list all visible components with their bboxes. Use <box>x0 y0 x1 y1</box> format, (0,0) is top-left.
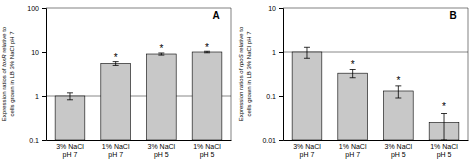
y-tick: 0.1 <box>29 137 46 144</box>
panel-label: A <box>213 10 220 21</box>
tick-label: 0.1 <box>266 93 276 100</box>
tick-label: 1% NaClpH 7 <box>339 143 367 159</box>
error-bar <box>67 93 73 100</box>
tick-label: 3% NaClpH 7 <box>293 143 321 159</box>
error-bar <box>304 47 310 58</box>
y-axis-title: Expression ratios of toxR relative tocel… <box>1 26 15 121</box>
x-tick: 1% NaClpH 5 <box>193 143 221 159</box>
bar <box>55 96 85 140</box>
tick-label: 3% NaClpH 7 <box>56 143 84 159</box>
tick-label: 10 <box>268 5 276 12</box>
bar <box>338 73 368 140</box>
star-annotation: * <box>351 59 355 70</box>
x-tick: 3% NaClpH 7 <box>56 143 84 159</box>
axis-line <box>42 9 47 141</box>
frame <box>46 8 231 140</box>
panel-label: B <box>450 10 457 21</box>
tick-label: 1 <box>272 49 276 56</box>
tick-label: 0.01 <box>262 137 276 144</box>
star-annotation: * <box>205 42 209 53</box>
error-bar <box>441 114 447 140</box>
tick-mark <box>42 96 46 97</box>
tick-mark <box>42 8 46 9</box>
tick-label: 1% NaClpH 5 <box>430 143 458 159</box>
tick-mark <box>279 96 283 97</box>
tick-label: 3% NaClpH 5 <box>385 143 413 159</box>
axis-line <box>47 140 232 141</box>
tick-mark <box>42 140 46 141</box>
y-axis: 0.01 0.1 1 10 <box>262 5 283 144</box>
y-tick: 1 <box>272 49 283 56</box>
star-annotation: * <box>159 43 163 54</box>
bar <box>292 52 322 140</box>
error-bar <box>395 86 401 98</box>
panel: 0.010.11103% NaClpH 71% NaClpH 73% NaClp… <box>238 5 469 159</box>
bar <box>192 52 222 140</box>
tick-mark <box>279 52 283 53</box>
tick-label: 1% NaClpH 5 <box>193 143 221 159</box>
x-tick: 1% NaClpH 7 <box>102 143 130 159</box>
y-axis: 0.1 1 10 100 <box>27 5 46 144</box>
y-tick: 1 <box>35 93 46 100</box>
tick-label: 1 <box>35 93 39 100</box>
x-tick: 1% NaClpH 5 <box>430 143 458 159</box>
plot-area <box>283 47 468 140</box>
y-tick: 100 <box>27 5 46 12</box>
bar <box>146 54 176 140</box>
x-tick: 1% NaClpH 7 <box>339 143 367 159</box>
frame <box>283 8 468 140</box>
star-annotation: * <box>114 52 118 63</box>
bar <box>101 63 131 140</box>
x-tick: 3% NaClpH 7 <box>293 143 321 159</box>
tick-mark <box>279 8 283 9</box>
y-tick: 10 <box>268 5 283 12</box>
tick-label: 3% NaClpH 5 <box>148 143 176 159</box>
y-axis-title: Expression ratios of rpoS relative tocel… <box>238 26 252 121</box>
x-tick: 3% NaClpH 5 <box>148 143 176 159</box>
x-axis: 3% NaClpH 7 1% NaClpH 7 3% NaClpH 5 1% NaCl… <box>284 141 469 160</box>
tick-mark <box>42 52 46 53</box>
tick-label: 100 <box>27 5 39 12</box>
tick-label: 1% NaClpH 7 <box>102 143 130 159</box>
panel: 0.11101003% NaClpH 71% NaClpH 73% NaClpH… <box>1 5 232 159</box>
tick-label: 10 <box>31 49 39 56</box>
y-tick: 10 <box>31 49 46 56</box>
star-annotation: * <box>396 75 400 86</box>
tick-label: 0.1 <box>29 137 39 144</box>
x-tick: 3% NaClpH 5 <box>385 143 413 159</box>
x-axis: 3% NaClpH 7 1% NaClpH 7 3% NaClpH 5 1% NaCl… <box>47 141 232 160</box>
y-tick: 0.1 <box>266 93 283 100</box>
tick-mark <box>279 140 283 141</box>
plot-area <box>46 51 231 140</box>
axis-line <box>279 9 284 141</box>
error-bar <box>350 70 356 78</box>
y-tick: 0.01 <box>262 137 283 144</box>
figure: 0.11101003% NaClpH 71% NaClpH 73% NaClpH… <box>0 0 474 162</box>
star-annotation: * <box>442 101 446 112</box>
axis-line <box>284 140 469 141</box>
